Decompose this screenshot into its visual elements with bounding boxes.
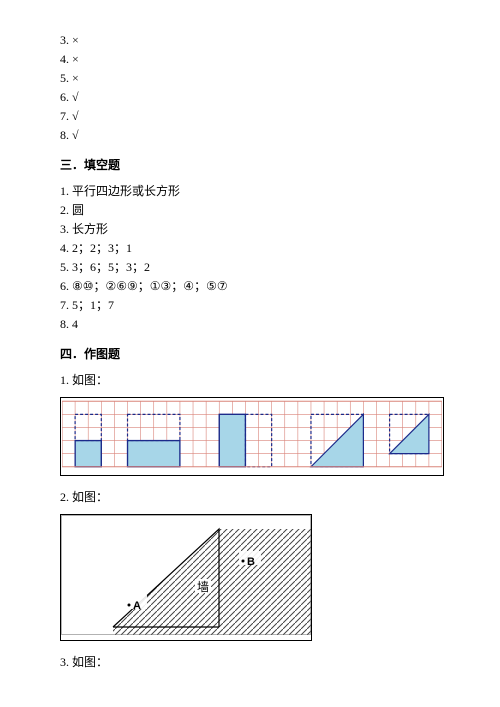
judgement-item: 3. × xyxy=(60,31,440,49)
section4-heading: 四．作图题 xyxy=(60,345,440,363)
svg-text:A: A xyxy=(133,600,141,612)
judgement-num: 8. xyxy=(60,128,69,142)
judgement-item: 4. × xyxy=(60,50,440,68)
figure-2-svg: 墙 A B xyxy=(61,515,311,635)
fill-item: 6. ⑧⑩；②⑥⑨；①③；④；⑤⑦ xyxy=(60,277,440,295)
figure-1-svg xyxy=(62,399,442,469)
judgement-item: 8. √ xyxy=(60,126,440,144)
fill-item: 3. 长方形 xyxy=(60,220,440,238)
judgement-mark: √ xyxy=(72,128,79,142)
judgement-mark: √ xyxy=(72,109,79,123)
svg-text:B: B xyxy=(247,556,255,568)
fill-item: 2. 圆 xyxy=(60,201,440,219)
judgement-mark: × xyxy=(72,33,79,47)
judgement-num: 6. xyxy=(60,90,69,104)
judgement-item: 7. √ xyxy=(60,107,440,125)
section3-heading: 三．填空题 xyxy=(60,156,440,174)
judgement-mark: × xyxy=(72,52,79,66)
judgement-num: 4. xyxy=(60,52,69,66)
judgement-mark: √ xyxy=(72,90,79,104)
drawing-item-2-label: 2. 如图： xyxy=(60,488,440,506)
judgement-mark: × xyxy=(72,71,79,85)
drawing-item-1-label: 1. 如图： xyxy=(60,371,440,389)
fill-item: 1. 平行四边形或长方形 xyxy=(60,182,440,200)
section3-answers: 1. 平行四边形或长方形 2. 圆 3. 长方形 4. 2；2；3；1 5. 3… xyxy=(60,182,440,333)
svg-text:墙: 墙 xyxy=(197,580,209,594)
judgement-num: 7. xyxy=(60,109,69,123)
judgement-answers: 3. × 4. × 5. × 6. √ 7. √ 8. √ xyxy=(60,31,440,144)
judgement-item: 5. × xyxy=(60,69,440,87)
fill-item: 7. 5；1；7 xyxy=(60,296,440,314)
figure-2: 墙 A B xyxy=(60,514,440,641)
figure-1 xyxy=(60,397,440,476)
drawing-item-3-label: 3. 如图： xyxy=(60,653,440,671)
fill-item: 5. 3；6；5；3；2 xyxy=(60,258,440,276)
fill-item: 4. 2；2；3；1 xyxy=(60,239,440,257)
judgement-num: 5. xyxy=(60,71,69,85)
judgement-num: 3. xyxy=(60,33,69,47)
judgement-item: 6. √ xyxy=(60,88,440,106)
fill-item: 8. 4 xyxy=(60,315,440,333)
